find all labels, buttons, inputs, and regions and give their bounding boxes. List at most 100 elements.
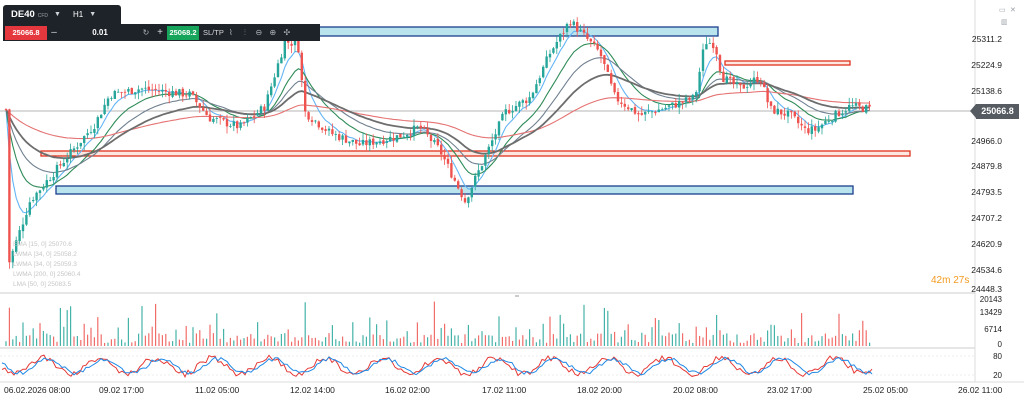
volume-bar <box>240 339 242 346</box>
candle <box>334 130 337 141</box>
volume-bar <box>223 328 225 346</box>
volume-bar <box>549 316 551 346</box>
volume-bar <box>379 335 381 346</box>
window-icon[interactable]: ▭ <box>999 7 1006 14</box>
candle <box>110 96 113 102</box>
candle <box>443 148 446 165</box>
close-icon[interactable]: ✕ <box>1010 7 1016 14</box>
crosshair-icon[interactable]: ✣ <box>283 28 291 37</box>
candle <box>494 128 497 145</box>
volume-bar <box>352 322 354 346</box>
volume-bar <box>87 334 89 346</box>
indicator-legend-item[interactable]: LWMA [34, 0] 25058.2 <box>13 251 77 258</box>
candle <box>562 28 565 41</box>
sltp-button[interactable]: SL/TP <box>203 28 224 37</box>
symbol-label[interactable]: DE40 <box>11 9 35 20</box>
candle <box>382 135 385 146</box>
candle <box>229 123 232 128</box>
price-tick: 25311.2 <box>971 34 1002 44</box>
volume-bar <box>8 307 10 346</box>
candle <box>232 115 235 132</box>
stoch-tick: 80 <box>993 352 1002 361</box>
volume-bar <box>784 341 786 346</box>
candle <box>453 174 456 182</box>
candle <box>514 100 518 112</box>
volume-bar <box>576 335 578 346</box>
candle <box>249 116 252 120</box>
volume-bar <box>331 325 333 346</box>
volume-bar <box>512 340 514 346</box>
indicator-legend-item[interactable]: LWMA [200, 0] 25060.4 <box>13 271 81 278</box>
volume-bar <box>675 333 677 346</box>
candle <box>803 120 807 134</box>
candle <box>671 102 674 110</box>
volume-bar <box>546 342 548 346</box>
candle <box>212 116 215 124</box>
refresh-icon[interactable]: ↻ <box>142 28 150 37</box>
volume-bar <box>80 339 82 346</box>
volume-bar <box>413 342 415 346</box>
timeframe-select[interactable]: H1 <box>72 10 84 19</box>
candle <box>834 109 837 123</box>
indicator-legend-item[interactable]: LMA [50, 0] 25083.5 <box>13 281 72 288</box>
candle <box>865 104 868 115</box>
volume-bar <box>688 339 690 346</box>
zoom-out-icon[interactable]: ⊖ <box>255 28 263 37</box>
candle <box>837 109 841 117</box>
candle <box>752 70 756 91</box>
candle <box>195 92 198 106</box>
volume-bar <box>484 335 486 346</box>
volume-bar <box>284 333 286 346</box>
volume-bar <box>461 342 463 346</box>
indicator-legend-item[interactable]: EMA [15, 0] 25070.6 <box>13 241 72 248</box>
indicator-legend-item[interactable]: LWMA [34, 0] 25059.3 <box>13 261 77 268</box>
candle <box>654 110 657 116</box>
sell-button[interactable]: 25066.8 <box>5 25 47 40</box>
increase-quantity-button[interactable]: + <box>157 27 163 38</box>
decrease-quantity-button[interactable]: – <box>51 27 57 38</box>
volume-bar <box>682 333 684 346</box>
candle <box>742 83 745 89</box>
volume-bar <box>36 338 38 346</box>
candle <box>773 104 776 115</box>
volume-bar <box>158 333 160 346</box>
volume-bar <box>464 334 466 346</box>
chevron-down-icon[interactable]: ▼ <box>89 11 97 18</box>
candle <box>283 40 286 61</box>
candle <box>538 75 541 87</box>
volume-bar <box>25 335 27 346</box>
candle <box>76 142 79 155</box>
volume-bar <box>209 324 211 346</box>
candle <box>606 63 609 73</box>
candle <box>205 108 208 116</box>
volume-bar <box>250 334 252 346</box>
candle <box>783 107 786 120</box>
buy-button[interactable]: 25068.2 <box>167 25 199 40</box>
bar-chart-icon[interactable]: ⫶ <box>243 27 246 37</box>
volume-bar <box>780 335 782 346</box>
candle <box>497 120 501 141</box>
candle <box>633 103 637 115</box>
chevron-down-icon[interactable]: ▼ <box>54 11 61 18</box>
volume-bar <box>580 333 582 346</box>
candle <box>705 36 708 50</box>
candle <box>327 125 331 137</box>
volume-bar <box>552 334 554 346</box>
price-tick: 24534.6 <box>971 265 1002 275</box>
volume-bar <box>753 333 755 346</box>
line-chart-icon[interactable]: ⌇ <box>228 28 233 37</box>
candle <box>548 49 552 63</box>
candle <box>525 97 528 110</box>
candle <box>712 37 715 53</box>
candle <box>810 119 813 140</box>
candle <box>715 45 718 62</box>
volume-bar <box>151 326 153 346</box>
volume-bar <box>107 342 109 346</box>
volume-bar <box>750 335 752 346</box>
candle <box>582 23 586 36</box>
quantity-input[interactable]: 0.01 <box>92 28 108 37</box>
bar-chart-icon[interactable]: ▥ <box>1001 19 1008 26</box>
zoom-in-icon[interactable]: ⊕ <box>269 28 277 37</box>
volume-bar <box>287 329 289 346</box>
